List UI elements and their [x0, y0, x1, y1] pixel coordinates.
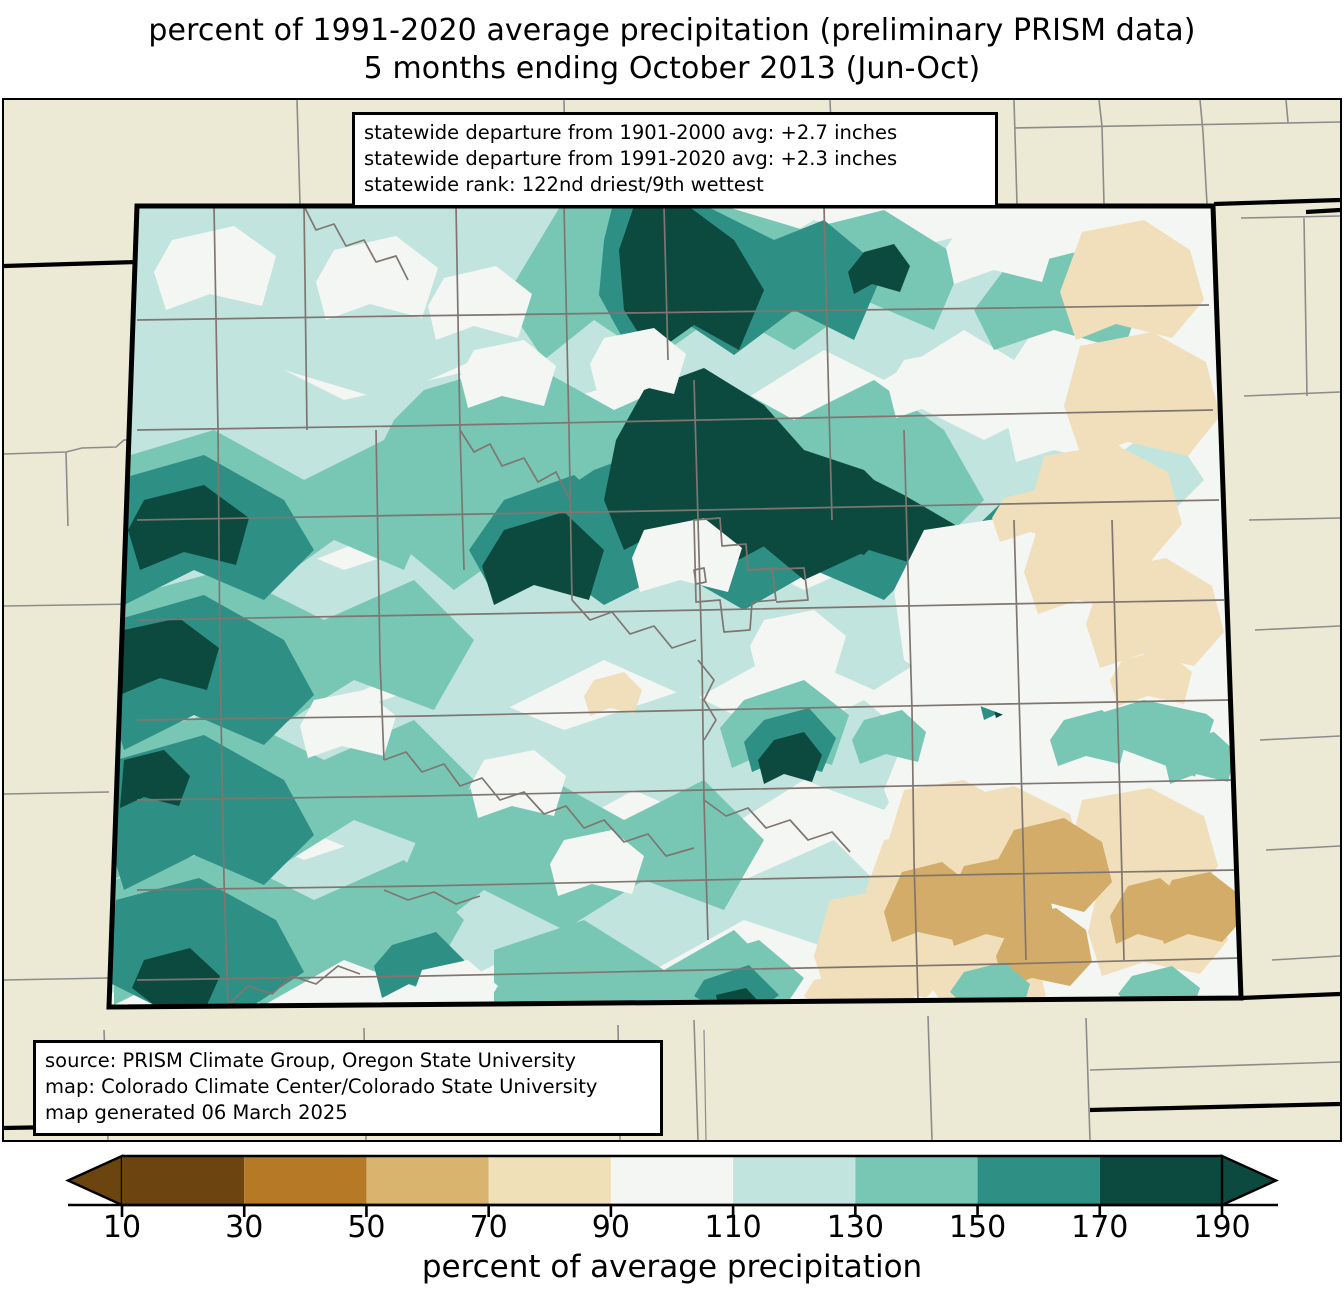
colorbar-swatch	[733, 1156, 856, 1205]
map-generated-line: map generated 06 March 2025	[45, 1101, 348, 1124]
source-line: source: PRISM Climate Group, Oregon Stat…	[45, 1049, 576, 1072]
colorbar-swatches	[65, 1154, 1279, 1217]
colorbar-tick-label: 10	[102, 1210, 142, 1245]
stat-rank: statewide rank: 122nd driest/9th wettest	[364, 173, 764, 196]
colorbar-swatch	[610, 1156, 734, 1205]
precipitation-choropleth-map	[4, 100, 1340, 1140]
title-line-1: percent of 1991-2020 average precipitati…	[148, 13, 1196, 48]
colorbar-swatch	[855, 1156, 978, 1205]
colorbar: 10 30 50 70 90 110 130 150 170 190	[0, 1148, 1344, 1299]
title-line-2: 5 months ending October 2013 (Jun-Oct)	[363, 51, 981, 86]
colorbar-under-arrow	[65, 1154, 124, 1207]
colorbar-swatch	[244, 1156, 367, 1205]
colorbar-swatch	[977, 1156, 1100, 1205]
colorbar-tick-labels: 10 30 50 70 90 110 130 150 170 190	[0, 1210, 1344, 1250]
colorbar-swatch	[366, 1156, 489, 1205]
statistics-box: statewide departure from 1901-2000 avg: …	[352, 112, 998, 208]
colorbar-tick-label: 130	[826, 1210, 884, 1245]
colorbar-swatch	[1099, 1156, 1222, 1205]
source-box: source: PRISM Climate Group, Oregon Stat…	[33, 1040, 663, 1136]
colorbar-tick-label: 30	[225, 1210, 264, 1245]
colorbar-tick-label: 50	[347, 1210, 386, 1245]
colorbar-tick-label: 70	[469, 1210, 508, 1245]
colorbar-over-arrow	[1220, 1154, 1279, 1207]
map-credit-line: map: Colorado Climate Center/Colorado St…	[45, 1075, 598, 1098]
colorbar-caption: percent of average precipitation	[421, 1249, 923, 1285]
colorbar-tick-label: 90	[591, 1210, 630, 1245]
map-panel	[2, 98, 1342, 1142]
colorbar-tick-label: 170	[1071, 1210, 1129, 1245]
colorado-county-lines	[136, 206, 1241, 1006]
stat-departure-1991: statewide departure from 1991-2020 avg: …	[364, 147, 898, 170]
colorbar-swatch	[122, 1156, 245, 1205]
colorbar-swatch	[488, 1156, 611, 1205]
map-title: percent of 1991-2020 average precipitati…	[0, 12, 1344, 88]
colorbar-tick-label: 110	[704, 1210, 762, 1245]
precip-contour-fills	[109, 206, 1241, 1007]
stat-departure-1901: statewide departure from 1901-2000 avg: …	[364, 121, 898, 144]
colorbar-tick-label: 150	[948, 1210, 1007, 1245]
colorbar-tick-label: 190	[1193, 1210, 1251, 1245]
